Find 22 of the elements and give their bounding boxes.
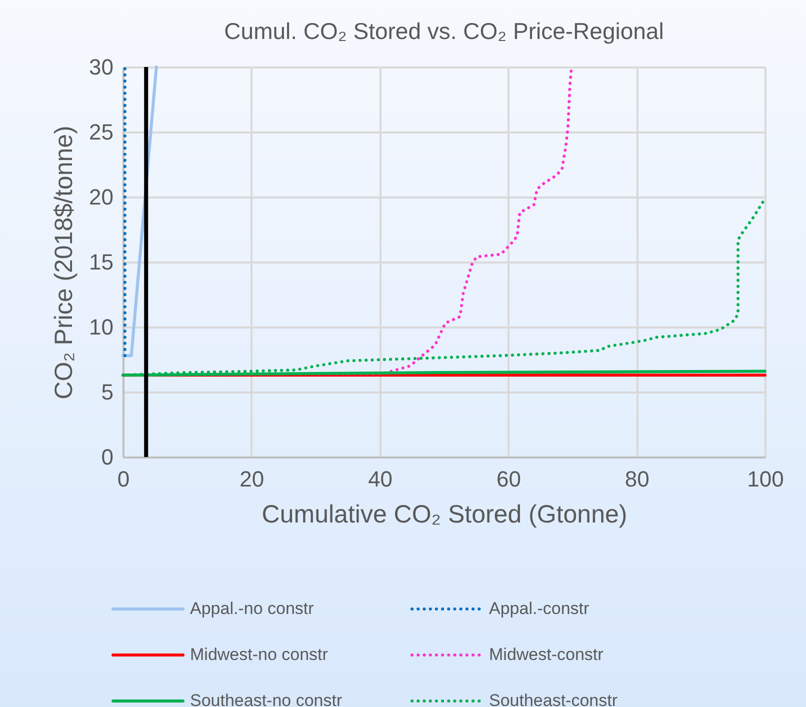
legend-label: Midwest-constr — [489, 645, 604, 664]
legend-label: Appal.-constr — [489, 599, 590, 618]
y-axis-title: CO₂ Price (2018$/tonne) — [50, 126, 78, 400]
y-tick-label: 5 — [101, 380, 114, 404]
y-tick-label: 10 — [89, 314, 114, 340]
x-tick-label: 80 — [624, 466, 650, 492]
x-tick-label: 40 — [368, 466, 393, 492]
legend-label: Southeast-no constr — [190, 691, 342, 707]
x-tick-label: 60 — [496, 466, 521, 492]
y-tick-label: 0 — [101, 444, 114, 470]
x-tick-label: 20 — [240, 466, 264, 492]
x-tick-label: 0 — [117, 466, 130, 492]
x-axis-title: Cumulative CO₂ Stored (Gtonne) — [262, 500, 628, 528]
legend-label: Southeast-constr — [489, 691, 618, 707]
y-tick-label: 30 — [89, 54, 114, 80]
y-tick-label: 15 — [89, 250, 114, 274]
y-tick-label: 25 — [89, 120, 114, 144]
x-tick-label: 100 — [747, 466, 784, 492]
legend-label: Appal.-no constr — [190, 599, 314, 618]
legend-label: Midwest-no constr — [190, 645, 328, 664]
y-tick-label: 20 — [89, 184, 114, 210]
chart-title: Cumul. CO₂ Stored vs. CO₂ Price-Regional — [224, 18, 664, 44]
